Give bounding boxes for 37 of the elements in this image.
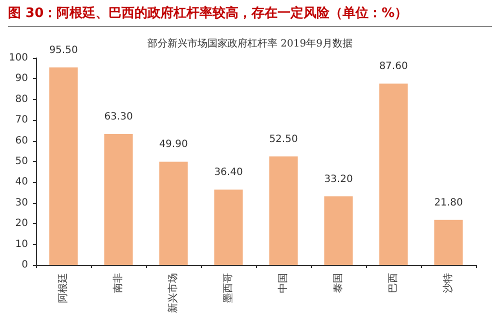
y-tick-label: 30 — [15, 197, 28, 208]
y-tick-label: 50 — [15, 156, 28, 167]
data-label: 95.50 — [49, 44, 78, 56]
y-tick-label: 20 — [15, 218, 28, 230]
data-label: 87.60 — [379, 61, 408, 72]
data-label: 36.40 — [214, 167, 243, 178]
data-label: 52.50 — [269, 134, 298, 145]
x-tick-label: 墨西哥 — [223, 273, 234, 303]
bar — [434, 220, 463, 265]
y-tick-label: 70 — [15, 114, 28, 126]
data-label: 63.30 — [104, 111, 133, 122]
bar — [49, 67, 78, 265]
data-label: 33.20 — [324, 174, 353, 185]
bar — [104, 134, 133, 265]
y-tick-label: 10 — [15, 238, 28, 250]
bar — [324, 196, 353, 265]
bar — [269, 156, 298, 265]
x-tick-label: 中国 — [277, 273, 289, 293]
bar — [214, 190, 243, 265]
y-tick-label: 0 — [22, 260, 28, 270]
data-label: 21.80 — [434, 197, 463, 208]
y-tick-label: 100 — [8, 52, 28, 64]
bar — [159, 162, 188, 265]
x-tick-label: 阿根廷 — [57, 273, 69, 303]
x-tick-label: 新兴市场 — [167, 273, 179, 313]
data-label: 49.90 — [159, 139, 188, 150]
y-tick-label: 60 — [15, 135, 28, 146]
x-tick-label: 泰国 — [333, 273, 344, 293]
x-tick-label: 南非 — [112, 273, 124, 293]
bar — [379, 84, 408, 265]
y-tick-label: 40 — [15, 176, 28, 188]
chart-title: 图 30：阿根廷、巴西的政府杠杆率较高，存在一定风险（单位：%） — [8, 4, 408, 22]
y-tick-label: 80 — [15, 94, 28, 105]
x-tick-label: 巴西 — [388, 273, 399, 293]
chart-subtitle: 部分新兴市场国家政府杠杆率 2019年9月数据 — [148, 38, 352, 50]
x-tick-label: 沙特 — [442, 273, 454, 293]
y-tick-label: 90 — [15, 73, 28, 84]
